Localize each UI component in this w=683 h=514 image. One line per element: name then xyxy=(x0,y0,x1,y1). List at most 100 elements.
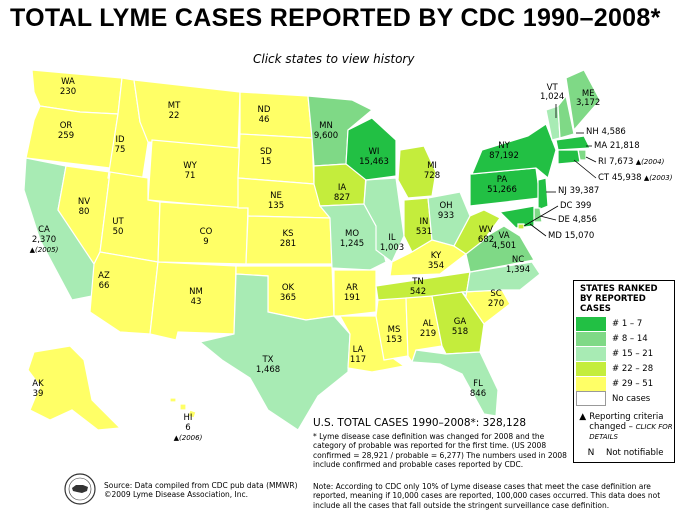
state-label-wy[interactable]: WY 71 xyxy=(183,161,197,182)
state-label-ia[interactable]: IA 827 xyxy=(334,183,350,204)
state-hi[interactable] xyxy=(169,397,197,419)
state-sd[interactable] xyxy=(237,133,315,185)
legend-label: # 22 – 28 xyxy=(612,363,654,374)
state-label-ak[interactable]: AK 39 xyxy=(32,379,43,400)
state-de[interactable] xyxy=(533,207,543,223)
state-label-dc[interactable]: DC 399 xyxy=(560,201,592,211)
state-label-ne[interactable]: NE 135 xyxy=(268,191,284,212)
legend-criteria-label: Reporting criteria changed – xyxy=(589,412,664,433)
state-label-il[interactable]: IL 1,003 xyxy=(380,233,404,254)
state-label-ny[interactable]: NY 87,192 xyxy=(489,141,519,162)
state-label-ut[interactable]: UT 50 xyxy=(112,217,123,238)
state-abbr: NJ xyxy=(558,186,567,196)
state-label-ky[interactable]: KY 354 xyxy=(427,251,445,272)
state-label-ga[interactable]: GA 518 xyxy=(452,317,468,338)
state-nd[interactable] xyxy=(239,91,313,139)
state-label-az[interactable]: AZ 66 xyxy=(98,271,110,292)
state-abbr: WV xyxy=(478,225,494,235)
state-label-pa[interactable]: PA 51,266 xyxy=(487,175,517,196)
state-label-ar[interactable]: AR 191 xyxy=(344,283,360,304)
state-label-ct[interactable]: CT 45,938 ▲(2003) xyxy=(598,173,673,183)
state-label-mn[interactable]: MN 9,600 xyxy=(314,121,338,142)
state-az[interactable] xyxy=(89,251,159,335)
state-label-tn[interactable]: TN 542 xyxy=(410,277,426,298)
reporting-criteria-note[interactable]: ▲(2006) xyxy=(173,433,203,442)
legend-label: # 1 – 7 xyxy=(612,318,643,329)
state-tx[interactable] xyxy=(198,273,351,431)
state-label-de[interactable]: DE 4,856 xyxy=(558,215,597,225)
reporting-criteria-note[interactable]: ▲(2004) xyxy=(633,158,665,166)
state-label-ms[interactable]: MS 153 xyxy=(385,325,403,346)
state-ak[interactable] xyxy=(27,345,122,431)
state-case-count: 51,266 xyxy=(487,184,517,195)
state-dc[interactable] xyxy=(517,223,525,230)
state-abbr: MD xyxy=(548,231,562,241)
state-wi[interactable] xyxy=(345,117,397,181)
source-line: Source: Data compiled from CDC pub data … xyxy=(104,481,298,490)
state-abbr: SD xyxy=(260,147,272,157)
state-ms[interactable] xyxy=(375,297,409,361)
state-label-tx[interactable]: TX 1,468 xyxy=(256,355,280,376)
state-nh[interactable] xyxy=(557,94,575,139)
state-label-nv[interactable]: NV 80 xyxy=(78,197,90,218)
state-case-count: 153 xyxy=(385,334,403,345)
reporting-criteria-note[interactable]: ▲(2003) xyxy=(641,174,673,182)
state-label-ca[interactable]: CA 2,370 ▲(2005) xyxy=(29,225,59,254)
state-label-wa[interactable]: WA 230 xyxy=(60,77,76,98)
state-label-me[interactable]: ME 3,172 xyxy=(576,89,600,109)
state-ny[interactable] xyxy=(471,123,557,180)
state-me[interactable] xyxy=(565,69,601,132)
state-label-ri[interactable]: RI 7,673 ▲(2004) xyxy=(598,157,665,167)
source-text: Source: Data compiled from CDC pub data … xyxy=(104,481,298,500)
state-label-va[interactable]: VA 4,501 xyxy=(492,231,516,252)
state-mt[interactable] xyxy=(133,79,241,151)
legend-notifiable: N Not notifiable xyxy=(574,448,674,458)
state-il[interactable] xyxy=(363,177,405,263)
state-label-nh[interactable]: NH 4,586 xyxy=(586,127,626,137)
state-nj[interactable] xyxy=(537,177,549,211)
state-label-nm[interactable]: NM 43 xyxy=(189,287,203,308)
state-wv[interactable] xyxy=(453,209,501,255)
legend-label: No cases xyxy=(612,393,651,404)
state-label-id[interactable]: ID 75 xyxy=(115,135,126,156)
legend-notifiable-label: Not notifiable xyxy=(606,448,664,459)
state-label-mt[interactable]: MT 22 xyxy=(168,101,181,122)
state-ar[interactable] xyxy=(333,269,377,317)
state-label-mi[interactable]: MI 728 xyxy=(424,161,440,182)
state-label-md[interactable]: MD 15,070 xyxy=(548,231,595,241)
state-label-fl[interactable]: FL 846 xyxy=(470,379,486,400)
reporting-criteria-note[interactable]: ▲(2005) xyxy=(29,245,59,254)
state-label-hi[interactable]: HI 6 ▲(2006) xyxy=(173,413,203,442)
state-label-ok[interactable]: OK 365 xyxy=(280,283,296,304)
state-label-in[interactable]: IN 531 xyxy=(416,217,432,238)
state-label-sc[interactable]: SC 270 xyxy=(488,289,504,310)
state-label-nj[interactable]: NJ 39,387 xyxy=(558,186,599,196)
state-label-nc[interactable]: NC 1,394 xyxy=(506,255,530,276)
state-abbr: CT xyxy=(598,173,610,183)
legend-criteria-link[interactable]: CLICK FOR DETAILS xyxy=(589,423,673,442)
state-label-wv[interactable]: WV 682 xyxy=(478,225,494,246)
state-label-sd[interactable]: SD 15 xyxy=(260,147,272,168)
state-label-or[interactable]: OR 259 xyxy=(58,121,74,142)
leader-line-ri xyxy=(585,156,597,163)
state-ma[interactable] xyxy=(555,135,591,151)
state-abbr: MS xyxy=(387,325,401,335)
state-case-count: 399 xyxy=(575,201,592,211)
state-label-wi[interactable]: WI 15,463 xyxy=(359,147,389,168)
state-fl[interactable] xyxy=(411,349,499,417)
state-label-co[interactable]: CO 9 xyxy=(200,227,213,248)
state-label-al[interactable]: AL 219 xyxy=(420,319,436,340)
state-case-count: 15,070 xyxy=(564,231,595,241)
state-label-oh[interactable]: OH 933 xyxy=(438,201,454,222)
state-label-ma[interactable]: MA 21,818 xyxy=(594,141,640,151)
state-label-vt[interactable]: VT 1,024 xyxy=(540,83,564,103)
state-label-la[interactable]: LA 117 xyxy=(350,345,366,366)
legend-criteria[interactable]: ▲ Reporting criteria changed – CLICK FOR… xyxy=(574,412,674,442)
state-label-mo[interactable]: MO 1,245 xyxy=(340,229,364,250)
state-md[interactable] xyxy=(498,205,535,229)
state-abbr: IA xyxy=(337,183,347,193)
state-case-count: 354 xyxy=(427,260,445,271)
state-label-ks[interactable]: KS 281 xyxy=(280,229,296,250)
state-label-nd[interactable]: ND 46 xyxy=(258,105,271,126)
state-mi[interactable] xyxy=(397,145,437,199)
